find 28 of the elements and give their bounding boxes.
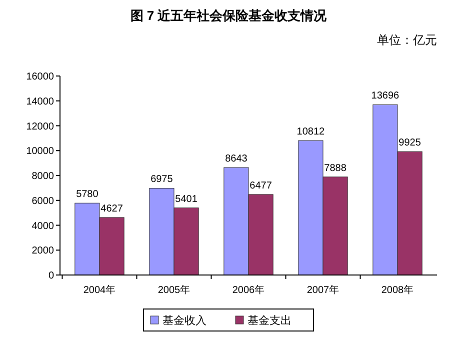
data-label: 6975: [150, 174, 174, 186]
y-tick-label: 8000: [32, 171, 54, 182]
data-label: 5780: [76, 189, 99, 200]
x-tick-label: 2007年: [306, 284, 340, 296]
data-label: 8643: [225, 154, 248, 165]
legend-label: 基金支出: [248, 314, 292, 327]
y-tick-label: 6000: [32, 196, 54, 207]
data-label: 5401: [175, 194, 198, 205]
x-tick-label: 2008年: [381, 284, 414, 296]
chart-title: 图 7 近五年社会保险基金收支情况: [130, 8, 328, 23]
y-tick-label: 4000: [32, 220, 54, 232]
y-tick-label: 10000: [26, 146, 54, 158]
x-tick-label: 2004年: [83, 284, 116, 296]
legend-label: 基金收入: [162, 314, 206, 327]
data-label: 10812: [296, 126, 326, 138]
x-tick-label: 2006年: [232, 284, 265, 296]
text: 单位：亿元: [377, 33, 437, 47]
data-label: 9925: [398, 138, 422, 149]
y-tick-label: 0: [48, 270, 54, 282]
y-tick-label: 14000: [26, 96, 54, 108]
y-tick-label: 16000: [26, 72, 54, 82]
data-label: 7888: [324, 162, 347, 174]
y-tick-label: 2000: [32, 246, 54, 257]
x-tick-label: 2005年: [158, 284, 190, 296]
y-tick-label: 12000: [26, 121, 54, 132]
data-label: 6477: [250, 180, 272, 192]
data-label: 13696: [371, 90, 400, 102]
data-label: 4627: [100, 203, 124, 214]
